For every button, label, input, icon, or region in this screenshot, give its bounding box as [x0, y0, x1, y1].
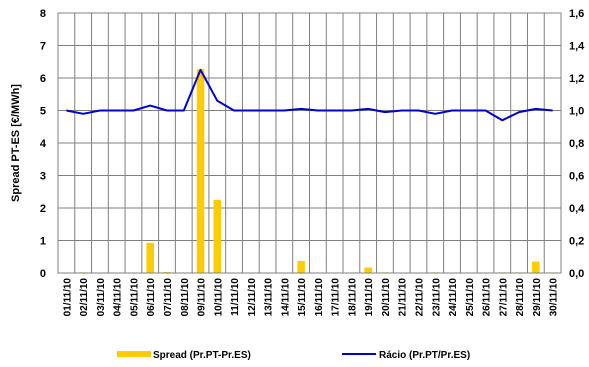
y2-tick-label: 0,4 — [569, 203, 585, 215]
x-tick-label: 14/11/10 — [280, 278, 291, 317]
spread-bars — [79, 69, 557, 274]
ratio-line — [66, 68, 553, 122]
x-tick-label: 28/11/10 — [515, 278, 526, 317]
x-tick-label: 07/11/10 — [163, 278, 174, 317]
spread-bar — [213, 199, 222, 273]
y-tick-label: 5 — [40, 106, 46, 118]
y-tick-label: 6 — [40, 73, 46, 85]
x-tick-label: 15/11/10 — [297, 278, 308, 317]
y2-tick-label: 1,6 — [569, 8, 584, 20]
x-tick-label: 17/11/10 — [331, 278, 342, 317]
y-tick-label: 0 — [40, 268, 46, 280]
x-tick-label: 03/11/10 — [96, 278, 107, 317]
x-tick-label: 20/11/10 — [381, 278, 392, 317]
grid — [58, 13, 561, 273]
x-tick-label: 23/11/10 — [431, 278, 442, 317]
y-axis-title: Spread PT-ES [€/MWh] — [10, 84, 22, 202]
x-tick-label: 26/11/10 — [482, 278, 493, 317]
spread-bar — [146, 242, 154, 273]
x-tick-label: 18/11/10 — [347, 278, 358, 317]
x-tick-label: 09/11/10 — [197, 278, 208, 317]
x-tick-label: 11/11/10 — [230, 278, 241, 316]
legend-spread-swatch — [117, 351, 151, 357]
y-tick-label: 8 — [40, 8, 46, 20]
x-tick-label: 30/11/10 — [549, 278, 560, 317]
x-tick-label: 05/11/10 — [129, 278, 140, 317]
legend: Spread (Pr.PT-Pr.ES) Rácio (Pr.PT/Pr.ES) — [117, 350, 470, 361]
y-axis-tick-labels: 0 1 2 3 4 5 6 7 8 — [40, 8, 47, 280]
x-tick-label: 24/11/10 — [448, 278, 459, 317]
x-tick-label: 25/11/10 — [465, 278, 476, 317]
spread-bar — [364, 267, 372, 273]
y-tick-label: 2 — [40, 203, 46, 215]
x-tick-label: 27/11/10 — [498, 278, 509, 317]
x-tick-label: 22/11/10 — [414, 278, 425, 317]
y-tick-label: 1 — [40, 236, 46, 248]
x-tick-label: 08/11/10 — [180, 278, 191, 317]
y-tick-label: 4 — [40, 138, 47, 150]
y-tick-label: 7 — [40, 41, 46, 53]
x-tick-label: 10/11/10 — [213, 278, 224, 317]
spread-bar — [196, 69, 205, 273]
x-tick-label: 01/11/10 — [62, 278, 73, 317]
x-tick-label: 12/11/10 — [247, 278, 258, 317]
legend-ratio-label: Rácio (Pr.PT/Pr.ES) — [379, 350, 470, 361]
x-tick-label: 06/11/10 — [146, 278, 157, 317]
x-axis-tick-labels: 01/11/10 02/11/10 03/11/10 04/11/10 05/11/10… — [62, 278, 559, 317]
x-tick-label: 19/11/10 — [364, 278, 375, 317]
y2-tick-label: 0,8 — [569, 138, 584, 150]
y2-axis-tick-labels: 0,0 0,2 0,4 0,6 0,8 1,0 1,2 1,4 1,6 — [569, 8, 585, 280]
x-tick-label: 04/11/10 — [113, 278, 124, 317]
spread-bar — [297, 260, 305, 273]
y2-tick-label: 0,0 — [569, 268, 584, 280]
x-tick-label: 16/11/10 — [314, 278, 325, 317]
legend-spread-label: Spread (Pr.PT-Pr.ES) — [153, 350, 251, 361]
x-tick-label: 29/11/10 — [532, 278, 543, 317]
x-tick-label: 13/11/10 — [264, 278, 275, 317]
y-tick-label: 3 — [40, 171, 46, 183]
ratio-line-series — [66, 68, 553, 122]
y2-tick-label: 1,0 — [569, 106, 584, 118]
y2-tick-label: 0,6 — [569, 171, 584, 183]
y2-tick-label: 1,2 — [569, 73, 584, 85]
x-tick-label: 02/11/10 — [79, 278, 90, 317]
spread-bar — [532, 261, 540, 273]
y2-tick-label: 0,2 — [569, 236, 584, 248]
x-tick-label: 21/11/10 — [398, 278, 409, 317]
plot-area-frame — [57, 12, 562, 274]
y2-tick-label: 1,4 — [569, 41, 585, 53]
